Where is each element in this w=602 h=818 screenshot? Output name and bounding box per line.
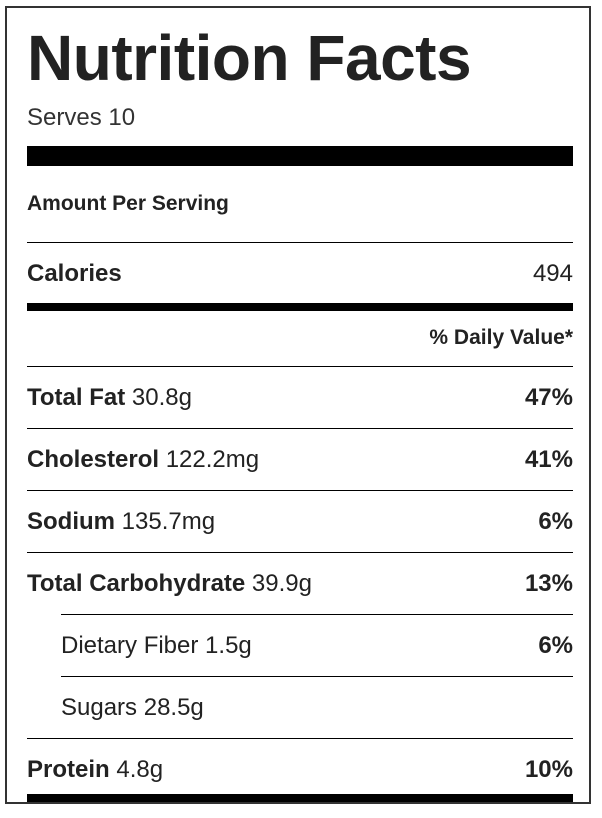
nutrient-label-wrap: Total Fat 30.8g [27, 384, 192, 412]
calories-label-wrap: Calories [27, 260, 122, 288]
nutrient-amount: 30.8g [131, 384, 192, 411]
nutrient-amount: 4.8g [116, 756, 164, 783]
nutrient-row-protein: Protein 4.8g 10% [27, 739, 573, 801]
divider-indented [61, 676, 573, 677]
nutrient-label-wrap: Sodium 135.7mg [27, 508, 215, 536]
nutrient-daily-value: 13% [524, 570, 573, 597]
amount-per-serving-heading: Amount Per Serving [27, 192, 229, 215]
medium-divider-bottom [27, 794, 573, 802]
sub-nutrient-label: Sugars [61, 694, 138, 721]
sub-nutrient-amount: 1.5g [205, 632, 252, 659]
divider [27, 738, 573, 739]
divider-indented [61, 614, 573, 615]
nutrient-label: Total Fat [27, 384, 126, 411]
label-content: Nutrition Facts Serves 10 Amount Per Ser… [27, 8, 573, 802]
label-title: Nutrition Facts [27, 22, 472, 94]
divider [27, 366, 573, 367]
calories-value: 494 [532, 260, 573, 287]
thick-divider [27, 146, 573, 166]
nutrient-daily-value: 10% [524, 756, 573, 783]
sub-nutrient-amount: 28.5g [143, 694, 204, 721]
nutrient-daily-value: 47% [524, 384, 573, 411]
divider [27, 242, 573, 243]
nutrient-row-total-carbohydrate: Total Carbohydrate 39.9g 13% [27, 553, 573, 615]
daily-value-header: % Daily Value* [429, 326, 573, 349]
nutrient-label: Cholesterol [27, 446, 160, 473]
sub-nutrient-row-dietary-fiber: Dietary Fiber 1.5g 6% [61, 615, 573, 677]
nutrition-facts-label: Nutrition Facts Serves 10 Amount Per Ser… [5, 6, 591, 804]
nutrient-label: Sodium [27, 508, 115, 535]
sub-nutrient-row-sugars: Sugars 28.5g [61, 677, 573, 739]
sub-nutrient-label: Dietary Fiber [61, 632, 199, 659]
nutrient-label-wrap: Total Carbohydrate 39.9g [27, 570, 312, 598]
nutrient-row-sodium: Sodium 135.7mg 6% [27, 491, 573, 553]
nutrient-label: Protein [27, 756, 110, 783]
nutrient-label-wrap: Protein 4.8g [27, 756, 163, 784]
nutrient-amount: 39.9g [251, 570, 312, 597]
divider [27, 428, 573, 429]
sub-nutrient-label-wrap: Dietary Fiber 1.5g [61, 632, 252, 660]
sub-nutrient-label-wrap: Sugars 28.5g [61, 694, 204, 722]
divider [27, 552, 573, 553]
nutrient-label-wrap: Cholesterol 122.2mg [27, 446, 259, 474]
nutrient-row-total-fat: Total Fat 30.8g 47% [27, 367, 573, 429]
calories-row: Calories 494 [27, 243, 573, 305]
nutrient-daily-value: 41% [524, 446, 573, 473]
sub-nutrient-daily-value: 6% [538, 632, 573, 659]
nutrient-label: Total Carbohydrate [27, 570, 246, 597]
divider [27, 490, 573, 491]
calories-label: Calories [27, 260, 122, 287]
servings-text: Serves 10 [27, 104, 136, 131]
nutrient-daily-value: 6% [538, 508, 573, 535]
nutrient-row-cholesterol: Cholesterol 122.2mg 41% [27, 429, 573, 491]
nutrient-amount: 135.7mg [121, 508, 216, 535]
medium-divider [27, 303, 573, 311]
nutrient-amount: 122.2mg [165, 446, 260, 473]
